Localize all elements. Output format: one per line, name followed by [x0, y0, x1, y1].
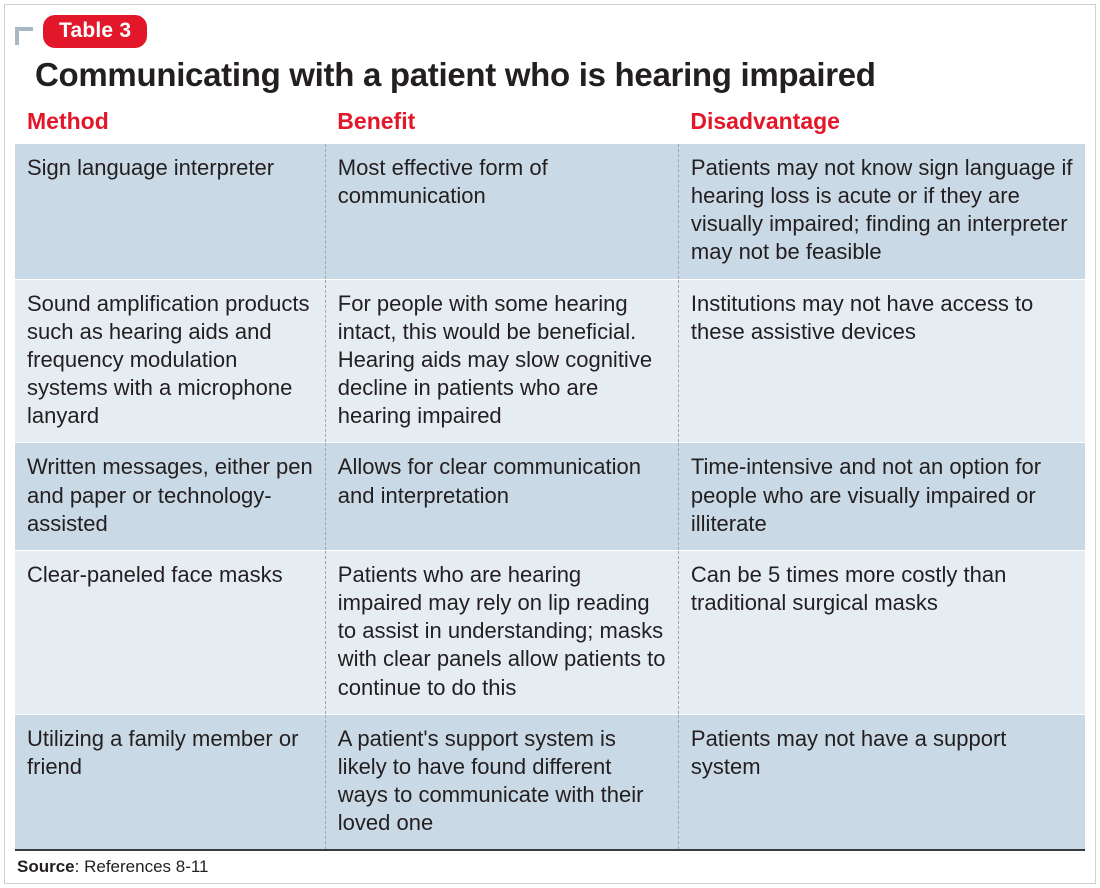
cell-disadvantage: Can be 5 times more costly than traditio…	[678, 550, 1085, 714]
cell-disadvantage: Patients may not have a support system	[678, 714, 1085, 850]
cell-benefit: A patient's support system is likely to …	[325, 714, 678, 850]
cell-disadvantage: Institutions may not have access to thes…	[678, 279, 1085, 443]
table-row: Written messages, either pen and paper o…	[15, 443, 1085, 550]
cell-method: Sign language interpreter	[15, 144, 325, 280]
col-header-method: Method	[15, 108, 325, 144]
cell-method: Written messages, either pen and paper o…	[15, 443, 325, 550]
col-header-disadvantage: Disadvantage	[678, 108, 1085, 144]
source-label: Source	[17, 857, 75, 876]
methods-table: Method Benefit Disadvantage Sign languag…	[15, 108, 1085, 851]
cell-disadvantage: Patients may not know sign language if h…	[678, 144, 1085, 280]
source-text: : References 8-11	[75, 857, 209, 876]
table-row: Sound amplification products such as hea…	[15, 279, 1085, 443]
table-number-badge: Table 3	[43, 15, 147, 48]
table-header-row: Method Benefit Disadvantage	[15, 108, 1085, 144]
table-row: Utilizing a family member or friend A pa…	[15, 714, 1085, 850]
cell-disadvantage: Time-intensive and not an option for peo…	[678, 443, 1085, 550]
table-title: Communicating with a patient who is hear…	[35, 56, 1085, 94]
col-header-benefit: Benefit	[325, 108, 678, 144]
table-card: Table 3 Communicating with a patient who…	[4, 4, 1096, 884]
cell-method: Sound amplification products such as hea…	[15, 279, 325, 443]
cell-benefit: Patients who are hearing impaired may re…	[325, 550, 678, 714]
cell-benefit: For people with some hearing intact, thi…	[325, 279, 678, 443]
cell-method: Clear-paneled face masks	[15, 550, 325, 714]
cell-benefit: Allows for clear communication and inter…	[325, 443, 678, 550]
cell-benefit: Most effective form of communication	[325, 144, 678, 280]
table-row: Clear-paneled face masks Patients who ar…	[15, 550, 1085, 714]
cell-method: Utilizing a family member or friend	[15, 714, 325, 850]
table-source: Source: References 8-11	[15, 851, 1085, 877]
corner-mark-icon	[15, 27, 33, 45]
table-row: Sign language interpreter Most effective…	[15, 144, 1085, 280]
